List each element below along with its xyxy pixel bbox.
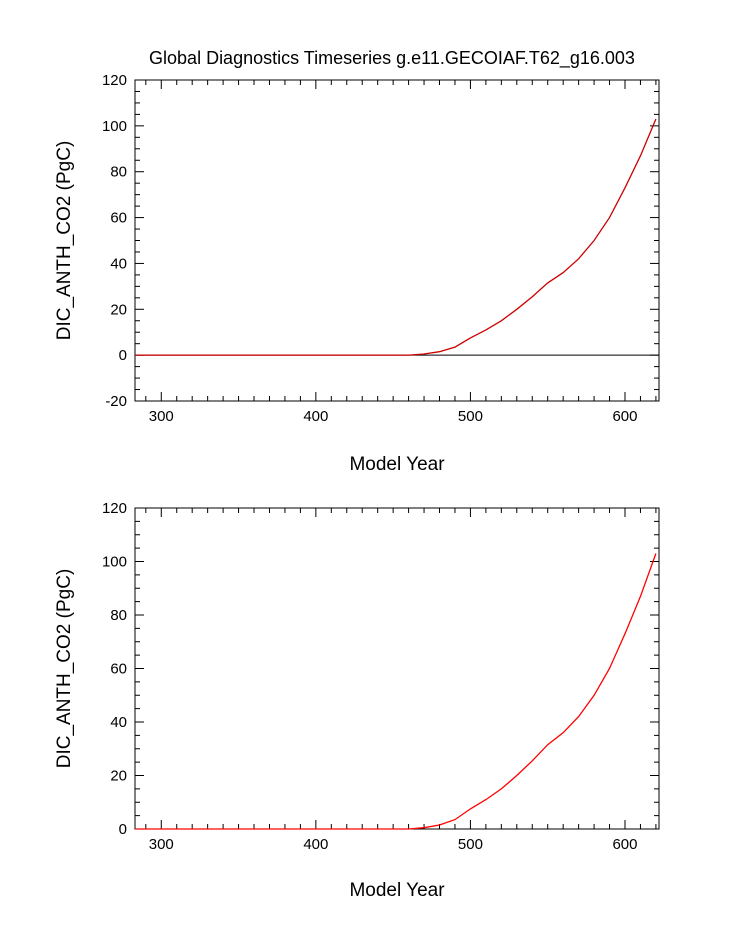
y-tick-label: -20 xyxy=(105,393,127,410)
y-axis-label: DIC_ANTH_CO2 (PgC) xyxy=(54,569,75,769)
x-tick-label: 600 xyxy=(612,408,637,425)
y-tick-label: 100 xyxy=(102,118,127,135)
y-tick-label: 40 xyxy=(110,255,127,272)
x-tick-label: 300 xyxy=(149,408,174,425)
chart-title: Global Diagnostics Timeseries g.e11.GECO… xyxy=(149,48,635,69)
series-line xyxy=(135,118,657,356)
y-tick-label: 80 xyxy=(110,164,127,181)
x-tick-label: 300 xyxy=(149,836,174,853)
x-tick-label: 500 xyxy=(458,836,483,853)
y-tick-label: 120 xyxy=(102,500,127,517)
x-axis-label: Model Year xyxy=(349,880,445,901)
plot-frame xyxy=(134,507,660,830)
y-tick-label: 60 xyxy=(110,210,127,227)
x-tick-label: 600 xyxy=(612,836,637,853)
y-tick-label: 100 xyxy=(102,554,127,571)
y-tick-label: 0 xyxy=(119,821,127,838)
plot-top: 300 400 500 600 -20 0 20 40 60 80 100 120 Model Year… xyxy=(54,72,660,475)
x-tick-label: 500 xyxy=(458,408,483,425)
y-tick-label: 20 xyxy=(110,768,127,785)
y-tick-label: 20 xyxy=(110,301,127,318)
x-tick-label: 400 xyxy=(303,836,328,853)
y-tick-label: 120 xyxy=(102,72,127,89)
y-tick-label: 0 xyxy=(119,347,127,364)
plot-bottom: 300 400 500 600 0 20 40 60 80 100 120 Model Year DIC… xyxy=(54,500,660,901)
plot-frame xyxy=(134,79,660,402)
x-tick-label: 400 xyxy=(303,408,328,425)
y-tick-label: 60 xyxy=(110,661,127,678)
x-axis-label: Model Year xyxy=(349,454,445,475)
y-tick-label: 40 xyxy=(110,714,127,731)
y-axis-label: DIC_ANTH_CO2 (PgC) xyxy=(54,141,75,341)
series-line xyxy=(135,553,657,830)
y-tick-label: 80 xyxy=(110,607,127,624)
